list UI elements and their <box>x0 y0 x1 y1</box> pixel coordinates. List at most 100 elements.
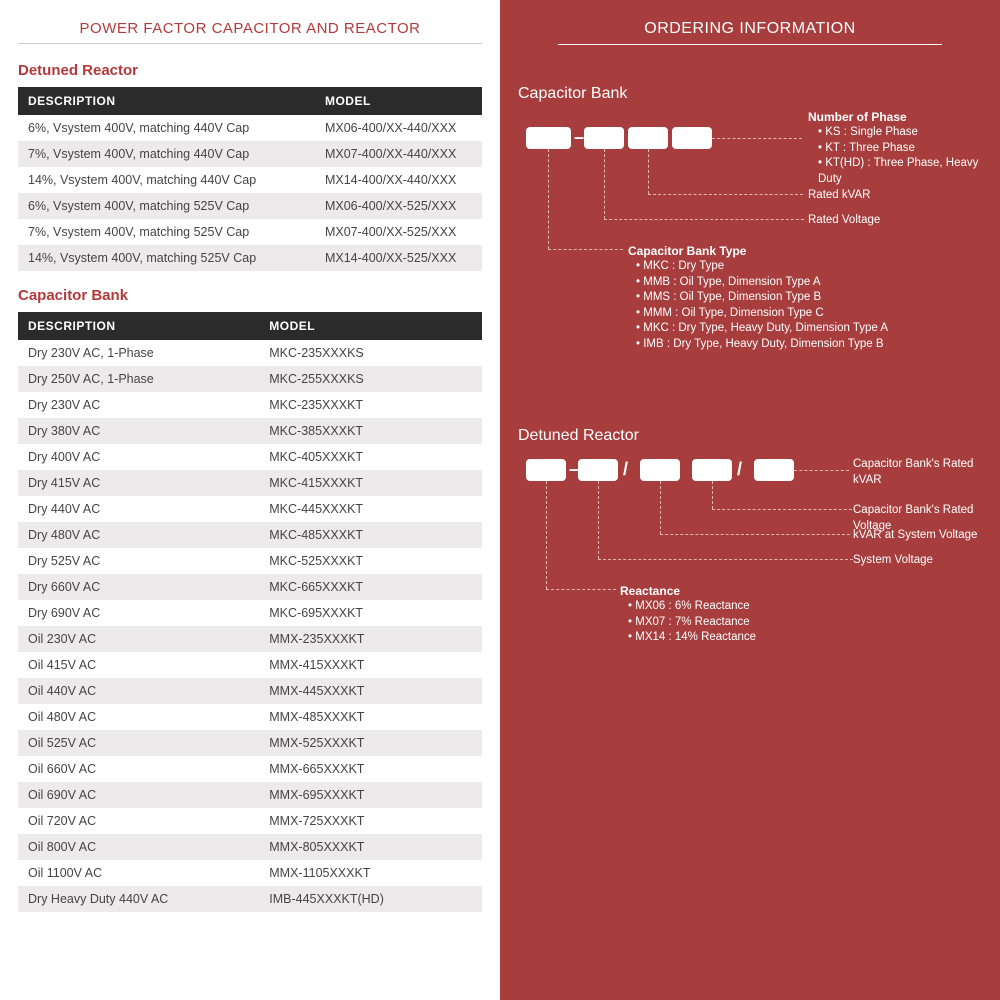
table-cell: MX07-400/XX-525/XXX <box>315 219 482 245</box>
code-box <box>640 459 680 481</box>
table-row: Dry 250V AC, 1-PhaseMKC-255XXXKS <box>18 366 482 392</box>
table-row: Oil 415V ACMMX-415XXXKT <box>18 652 482 678</box>
th-model: MODEL <box>259 312 482 340</box>
table-cell: Oil 690V AC <box>18 782 259 808</box>
table-cell: Oil 415V AC <box>18 652 259 678</box>
table-cell: Dry 380V AC <box>18 418 259 444</box>
table-row: Oil 480V ACMMX-485XXXKT <box>18 704 482 730</box>
table-cell: MX07-400/XX-440/XXX <box>315 141 482 167</box>
table-cell: Oil 525V AC <box>18 730 259 756</box>
table-cell: Dry Heavy Duty 440V AC <box>18 886 259 912</box>
det-diagram-title: Detuned Reactor <box>518 427 982 445</box>
table-cell: Oil 720V AC <box>18 808 259 834</box>
table-cell: MX06-400/XX-525/XXX <box>315 193 482 219</box>
code-box <box>628 127 668 149</box>
table-cell: Dry 415V AC <box>18 470 259 496</box>
table-row: 6%, Vsystem 400V, matching 440V CapMX06-… <box>18 115 482 141</box>
table-cell: Dry 440V AC <box>18 496 259 522</box>
table-row: Oil 720V ACMMX-725XXXKT <box>18 808 482 834</box>
table-row: 7%, Vsystem 400V, matching 525V CapMX07-… <box>18 219 482 245</box>
table-cell: Oil 660V AC <box>18 756 259 782</box>
table-cell: Oil 230V AC <box>18 626 259 652</box>
code-box <box>526 127 571 149</box>
separator: – <box>569 459 579 480</box>
table-cell: IMB-445XXXKT(HD) <box>259 886 482 912</box>
table-cell: Oil 800V AC <box>18 834 259 860</box>
table-cell: MMX-445XXXKT <box>259 678 482 704</box>
table-cell: MMX-665XXXKT <box>259 756 482 782</box>
table-row: Dry 380V ACMKC-385XXXKT <box>18 418 482 444</box>
table-row: Dry Heavy Duty 440V ACIMB-445XXXKT(HD) <box>18 886 482 912</box>
table-cell: MX06-400/XX-440/XXX <box>315 115 482 141</box>
det-diagram: –//Capacitor Bank's Rated kVARCapacitor … <box>518 459 982 689</box>
table-cell: MKC-525XXXKT <box>259 548 482 574</box>
cap-diagram-title: Capacitor Bank <box>518 85 982 103</box>
th-desc: DESCRIPTION <box>18 312 259 340</box>
table-cell: Dry 480V AC <box>18 522 259 548</box>
table-cell: 7%, Vsystem 400V, matching 525V Cap <box>18 219 315 245</box>
left-panel: POWER FACTOR CAPACITOR AND REACTOR Detun… <box>0 0 500 1000</box>
table-cell: Oil 440V AC <box>18 678 259 704</box>
table-row: Dry 660V ACMKC-665XXXKT <box>18 574 482 600</box>
table-row: Oil 660V ACMMX-665XXXKT <box>18 756 482 782</box>
right-panel: ORDERING INFORMATION Capacitor Bank –Num… <box>500 0 1000 1000</box>
table-cell: Dry 230V AC <box>18 392 259 418</box>
table-cell: MMX-485XXXKT <box>259 704 482 730</box>
table-cell: Dry 525V AC <box>18 548 259 574</box>
table-cell: 6%, Vsystem 400V, matching 440V Cap <box>18 115 315 141</box>
right-divider <box>558 44 942 45</box>
table-cell: MMX-805XXXKT <box>259 834 482 860</box>
separator: – <box>574 127 584 148</box>
table-row: Oil 440V ACMMX-445XXXKT <box>18 678 482 704</box>
table-row: Oil 230V ACMMX-235XXXKT <box>18 626 482 652</box>
table-cell: MKC-445XXXKT <box>259 496 482 522</box>
table-cell: MMX-525XXXKT <box>259 730 482 756</box>
table-row: Dry 400V ACMKC-405XXXKT <box>18 444 482 470</box>
table-row: Dry 480V ACMKC-485XXXKT <box>18 522 482 548</box>
bank-title: Capacitor Bank <box>18 287 482 304</box>
code-box <box>754 459 794 481</box>
table-row: Dry 525V ACMKC-525XXXKT <box>18 548 482 574</box>
type-list: MKC : Dry TypeMMB : Oil Type, Dimension … <box>636 259 888 352</box>
table-row: Dry 440V ACMKC-445XXXKT <box>18 496 482 522</box>
table-cell: 14%, Vsystem 400V, matching 440V Cap <box>18 167 315 193</box>
table-cell: MMX-695XXXKT <box>259 782 482 808</box>
bank-table: DESCRIPTION MODEL Dry 230V AC, 1-PhaseMK… <box>18 312 482 912</box>
table-cell: Dry 250V AC, 1-Phase <box>18 366 259 392</box>
table-cell: MKC-255XXXKS <box>259 366 482 392</box>
table-cell: MKC-415XXXKT <box>259 470 482 496</box>
code-box <box>584 127 624 149</box>
table-row: 7%, Vsystem 400V, matching 440V CapMX07-… <box>18 141 482 167</box>
code-box <box>672 127 712 149</box>
table-cell: Oil 480V AC <box>18 704 259 730</box>
type-header: Capacitor Bank Type <box>628 243 746 259</box>
table-cell: MKC-665XXXKT <box>259 574 482 600</box>
code-box <box>692 459 732 481</box>
left-divider <box>18 43 482 44</box>
reactor-table: DESCRIPTION MODEL 6%, Vsystem 400V, matc… <box>18 87 482 271</box>
code-box <box>578 459 618 481</box>
cap-diagram: –Number of PhaseKS : Single PhaseKT : Th… <box>518 127 982 387</box>
table-row: Dry 230V AC, 1-PhaseMKC-235XXXKS <box>18 340 482 366</box>
table-cell: Oil 1100V AC <box>18 860 259 886</box>
table-cell: 6%, Vsystem 400V, matching 525V Cap <box>18 193 315 219</box>
table-row: 14%, Vsystem 400V, matching 525V CapMX14… <box>18 245 482 271</box>
separator: / <box>737 459 742 480</box>
table-cell: Dry 690V AC <box>18 600 259 626</box>
right-title: ORDERING INFORMATION <box>518 20 982 38</box>
table-cell: MMX-415XXXKT <box>259 652 482 678</box>
table-cell: MKC-405XXXKT <box>259 444 482 470</box>
table-cell: Dry 660V AC <box>18 574 259 600</box>
table-cell: MKC-485XXXKT <box>259 522 482 548</box>
th-model: MODEL <box>315 87 482 115</box>
table-row: 6%, Vsystem 400V, matching 525V CapMX06-… <box>18 193 482 219</box>
table-cell: Dry 230V AC, 1-Phase <box>18 340 259 366</box>
table-cell: MKC-235XXXKS <box>259 340 482 366</box>
table-cell: MKC-235XXXKT <box>259 392 482 418</box>
separator: / <box>623 459 628 480</box>
th-desc: DESCRIPTION <box>18 87 315 115</box>
table-row: Dry 415V ACMKC-415XXXKT <box>18 470 482 496</box>
table-cell: 14%, Vsystem 400V, matching 525V Cap <box>18 245 315 271</box>
table-row: Dry 690V ACMKC-695XXXKT <box>18 600 482 626</box>
table-cell: 7%, Vsystem 400V, matching 440V Cap <box>18 141 315 167</box>
